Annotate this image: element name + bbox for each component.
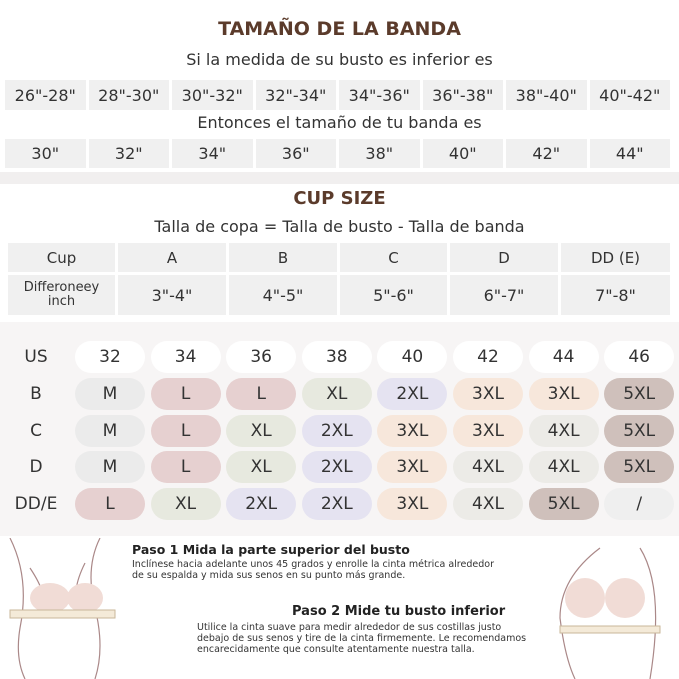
cup-formula: Talla de copa = Talla de busto - Talla d… [154, 217, 525, 236]
size-cell: XL [301, 378, 372, 410]
size-cell: XL [226, 451, 297, 483]
tape [9, 609, 116, 619]
bust-range: 30"-32" [172, 80, 253, 110]
size-header: 32 [75, 341, 145, 373]
bust-label: Si la medida de su busto es inferior es [186, 50, 493, 69]
bust-range: 28"-30" [88, 80, 169, 110]
size-cell: 5XL [528, 488, 599, 520]
size-cell: M [75, 415, 145, 447]
size-header-label: US [24, 347, 48, 367]
size-cell: 3XL [453, 415, 523, 447]
band-label: Entonces el tamaño de tu banda es [197, 113, 482, 132]
size-cell: L [226, 378, 297, 410]
size-cell: 3XL [528, 378, 599, 410]
size-cell: 2XL [377, 378, 448, 410]
divider [0, 172, 679, 184]
size-row-label: DD/E [14, 494, 58, 514]
cup-header: A [118, 243, 226, 272]
size-cell: 3XL [377, 451, 448, 483]
size-row-label: C [30, 421, 42, 441]
size-cell: 4XL [528, 415, 599, 447]
band-size: 42" [506, 139, 587, 168]
band-size: 38" [339, 139, 420, 168]
size-cell: / [604, 488, 675, 520]
size-cell: 2XL [301, 451, 372, 483]
size-cell: 4XL [453, 488, 523, 520]
bra-cup [605, 578, 645, 618]
cup-header: C [340, 243, 447, 272]
size-cell: M [75, 378, 145, 410]
step-text: Utilice la cinta suave para medir alrede… [197, 622, 527, 655]
bust-range: 36"-38" [422, 80, 503, 110]
size-cell: XL [226, 415, 297, 447]
size-cell: XL [150, 488, 221, 520]
cup-diff: 4"-5" [229, 275, 337, 315]
section-title: TAMAÑO DE LA BANDA [218, 18, 461, 40]
size-cell: L [150, 378, 221, 410]
cup-diff: 5"-6" [340, 275, 447, 315]
size-header: 46 [604, 341, 675, 373]
cup-diff: 3"-4" [118, 275, 226, 315]
cup-diff-label: Differoneey inch [8, 275, 115, 315]
size-row-label: D [29, 457, 43, 477]
size-cell: 5XL [604, 415, 675, 447]
size-cell: L [150, 451, 221, 483]
size-cell: L [75, 488, 145, 520]
bra-cup [30, 583, 70, 613]
size-row-label: B [30, 384, 42, 404]
band-size: 30" [5, 139, 86, 168]
band-size: 34" [172, 139, 253, 168]
size-cell: M [75, 451, 145, 483]
cup-header: DD (E) [561, 243, 670, 272]
bust-range: 40"-42" [589, 80, 670, 110]
body-outline [639, 547, 657, 679]
body-outline [9, 538, 26, 679]
body-outline [559, 547, 601, 679]
tape [559, 625, 661, 634]
size-cell: 3XL [453, 378, 523, 410]
size-cell: 5XL [604, 378, 675, 410]
size-header: 36 [226, 341, 297, 373]
band-size: 36" [255, 139, 336, 168]
size-cell: 2XL [301, 415, 372, 447]
bust-range: 38"-40" [506, 80, 587, 110]
bust-range: 26"-28" [5, 80, 86, 110]
bra-cup [67, 583, 103, 613]
size-header: 42 [453, 341, 523, 373]
bust-range: 34"-36" [339, 80, 420, 110]
step-text: Inclínese hacia adelante unos 45 grados … [132, 559, 494, 581]
cup-diff: 7"-8" [561, 275, 670, 315]
cup-header: D [450, 243, 558, 272]
illustrations [9, 538, 661, 679]
band-size: 44" [589, 139, 670, 168]
size-cell: 4XL [453, 451, 523, 483]
band-size: 40" [422, 139, 503, 168]
size-cell: 4XL [528, 451, 599, 483]
bust-range: 32"-34" [255, 80, 336, 110]
size-header: 34 [150, 341, 221, 373]
bra-cup [565, 578, 605, 618]
size-header: 40 [377, 341, 448, 373]
size-cell: L [150, 415, 221, 447]
cup-header: Cup [8, 243, 115, 272]
section-title: CUP SIZE [293, 188, 386, 209]
cup-diff: 6"-7" [450, 275, 558, 315]
band-size: 32" [88, 139, 169, 168]
size-cell: 5XL [604, 451, 675, 483]
step-title: Paso 1 Mida la parte superior del busto [132, 542, 410, 557]
size-cell: 3XL [377, 415, 448, 447]
size-header: 38 [301, 341, 372, 373]
size-cell: 3XL [377, 488, 448, 520]
size-cell: 2XL [226, 488, 297, 520]
cup-header: B [229, 243, 337, 272]
size-header: 44 [528, 341, 599, 373]
step-title: Paso 2 Mide tu busto inferior [292, 604, 506, 619]
size-cell: 2XL [301, 488, 372, 520]
